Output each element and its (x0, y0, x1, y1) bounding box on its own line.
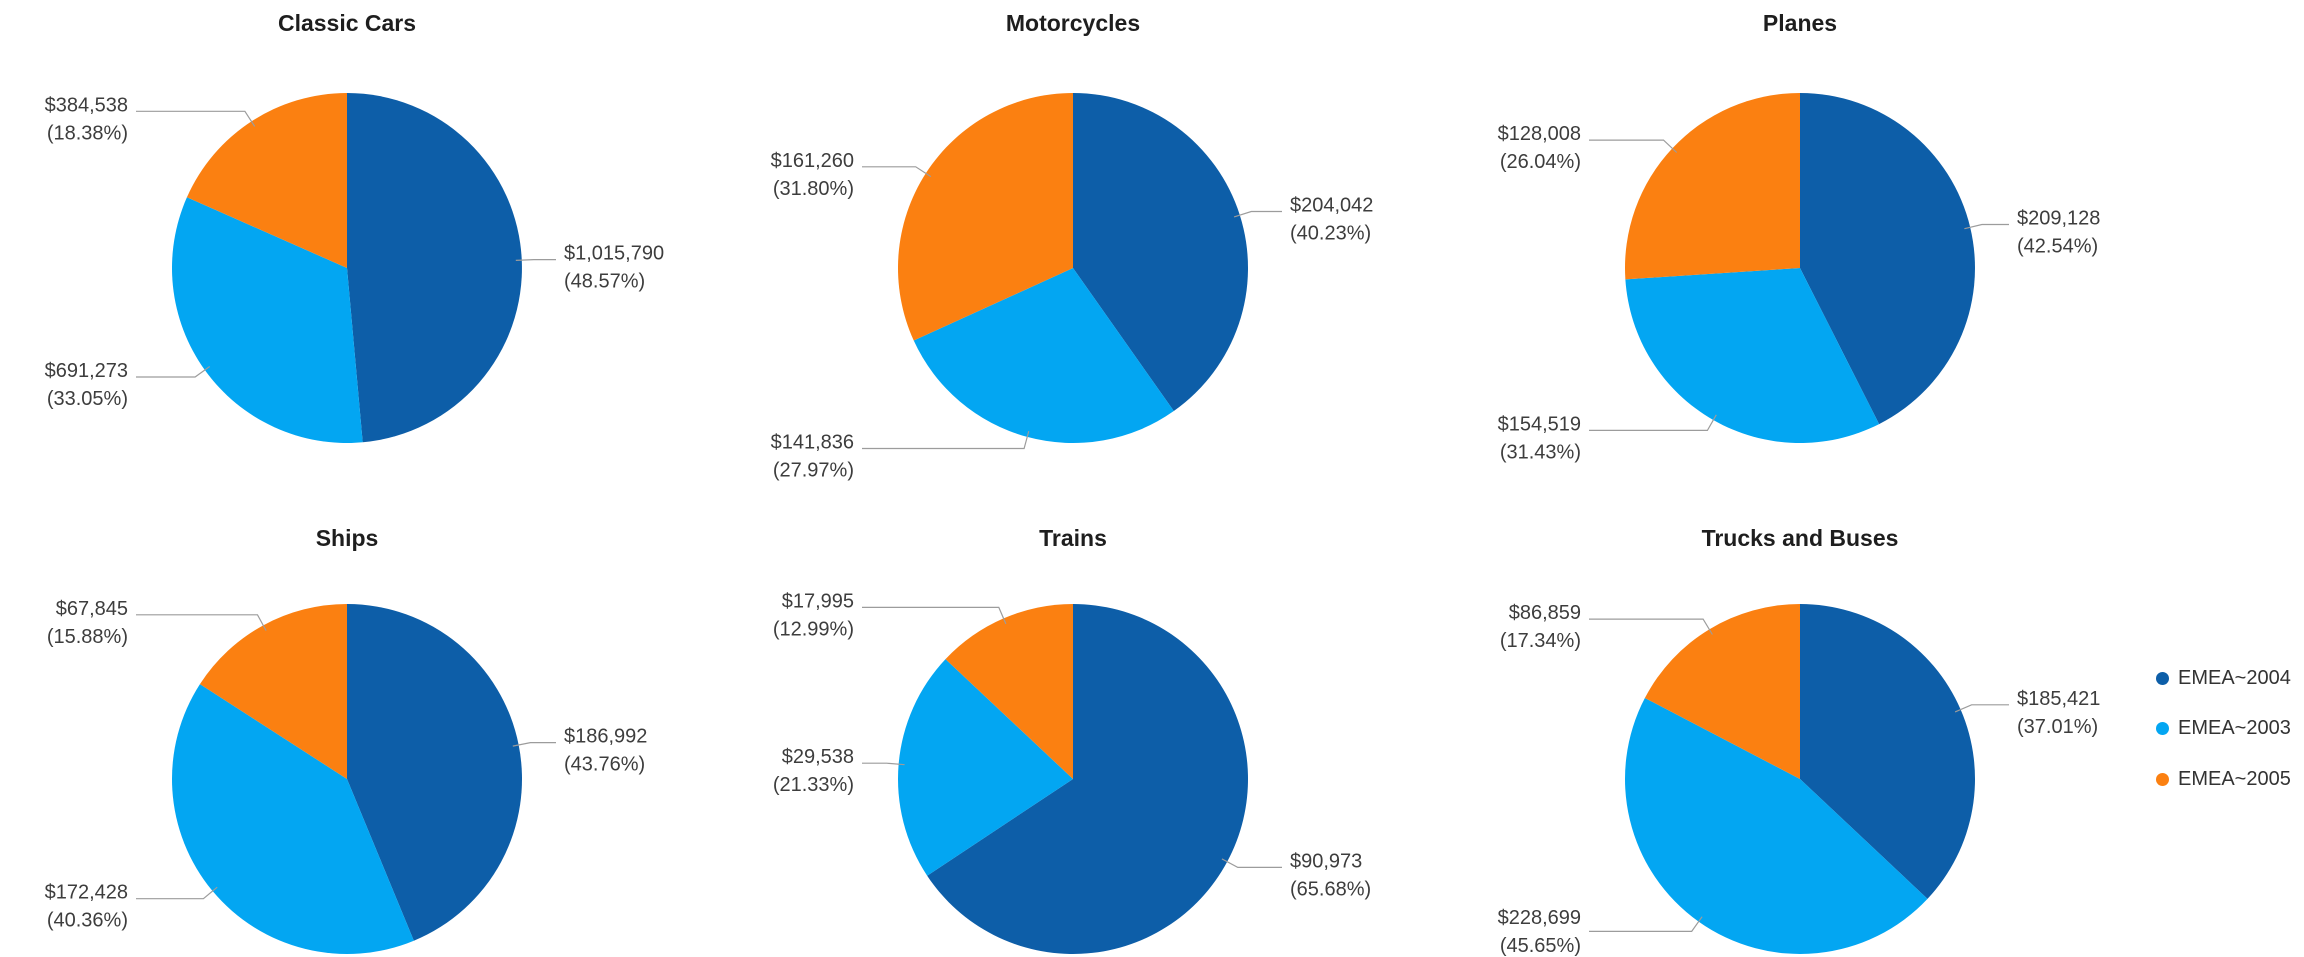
pie-slice-emea-2004[interactable] (1073, 93, 1249, 412)
slice-leader-line (515, 259, 556, 261)
slice-value-label: $141,836 (771, 432, 854, 454)
pie-slice-emea-2004[interactable] (1800, 93, 1975, 425)
slice-value-label: $228,699 (1498, 907, 1581, 929)
slice-leader-line (1964, 223, 2009, 230)
pie-slice-emea-2005[interactable] (199, 604, 347, 779)
slice-value-label: $161,260 (771, 150, 854, 172)
pie-slice-emea-2004[interactable] (347, 93, 522, 443)
pie-slice-emea-2003[interactable] (1625, 697, 1928, 954)
slice-pct-label: (27.97%) (773, 460, 854, 482)
slice-pct-label: (26.04%) (1500, 151, 1581, 173)
slice-leader-line (136, 614, 267, 631)
slice-value-label: $172,428 (45, 882, 128, 904)
pie-slice-emea-2005[interactable] (897, 93, 1073, 341)
slice-leader-line (1589, 916, 1703, 933)
slice-value-label: $90,973 (1290, 850, 1362, 872)
slice-leader-line (862, 166, 932, 178)
chart-title: Trucks and Buses (1702, 525, 1899, 551)
pie-slice-emea-2003[interactable] (1625, 268, 1880, 443)
slice-leader-line (862, 430, 1030, 450)
slice-pct-label: (15.88%) (47, 626, 128, 648)
slice-pct-label: (40.36%) (47, 910, 128, 932)
pie-slice-emea-2004[interactable] (347, 604, 522, 941)
slice-leader-line (1589, 414, 1717, 431)
legend-swatch-icon (2156, 721, 2169, 735)
slice-leader-line (1589, 139, 1678, 153)
slice-leader-line (136, 366, 211, 378)
pie-chart-trains: Trains $90,973 (65.68%) $29,538 (21.33%) $17,… (773, 525, 1371, 954)
slice-value-label: $29,538 (782, 746, 854, 768)
slice-value-label: $204,042 (1290, 195, 1373, 217)
chart-title: Motorcycles (1006, 10, 1140, 36)
chart-title: Classic Cars (278, 10, 416, 36)
chart-title: Trains (1039, 525, 1107, 551)
slice-pct-label: (40.23%) (1290, 223, 1371, 245)
slice-leader-line (1589, 618, 1713, 635)
slice-leader-line (862, 762, 905, 766)
slice-leader-line (1221, 858, 1282, 869)
slice-value-label: $128,008 (1498, 123, 1581, 145)
slice-leader-line (862, 606, 1007, 625)
slice-value-label: $67,845 (56, 598, 128, 620)
chart-title: Planes (1763, 10, 1837, 36)
slice-value-label: $154,519 (1498, 413, 1581, 435)
slice-leader-line (136, 886, 218, 900)
slice-leader-line (1954, 704, 2009, 713)
pie-chart-ships: Ships $186,992 (43.76%) $172,428 (40.36%) $67… (45, 525, 647, 955)
slice-pct-label: (31.80%) (773, 178, 854, 200)
slice-pct-label: (17.34%) (1500, 630, 1581, 652)
pie-slice-emea-2005[interactable] (945, 604, 1073, 779)
pie-slice-emea-2005[interactable] (1644, 604, 1800, 779)
slice-value-label: $185,421 (2017, 688, 2100, 710)
slice-value-label: $384,538 (45, 94, 128, 116)
slice-value-label: $1,015,790 (564, 243, 664, 265)
slice-value-label: $186,992 (564, 726, 647, 748)
slice-pct-label: (33.05%) (47, 388, 128, 410)
slice-pct-label: (21.33%) (773, 774, 854, 796)
slice-pct-label: (43.76%) (564, 754, 645, 776)
slice-leader-line (1233, 210, 1282, 218)
slice-value-label: $86,859 (1509, 602, 1581, 624)
legend-swatch-icon (2156, 671, 2169, 685)
pie-slice-emea-2003[interactable] (898, 659, 1073, 876)
slice-pct-label: (65.68%) (1290, 878, 1371, 900)
slice-pct-label: (45.65%) (1500, 935, 1581, 957)
slice-pct-label: (18.38%) (47, 122, 128, 144)
slice-value-label: $209,128 (2017, 208, 2100, 230)
slice-leader-line (512, 741, 556, 747)
pie-chart-motorcycles: Motorcycles $204,042 (40.23%) $141,836 (27.9… (771, 10, 1374, 482)
legend-swatch-icon (2156, 772, 2169, 786)
pie-slice-emea-2005[interactable] (1624, 92, 1800, 280)
legend-label: EMEA~2004 (2178, 667, 2291, 689)
pie-slice-emea-2004[interactable] (927, 604, 1249, 954)
slice-pct-label: (42.54%) (2017, 236, 2098, 258)
legend-item-emea-2004[interactable]: EMEA~2004 (2156, 667, 2291, 689)
pie-chart-trucks-and-buses: Trucks and Buses $185,421 (37.01%) $228,699… (1498, 525, 2101, 957)
legend-label: EMEA~2003 (2178, 717, 2291, 739)
pie-chart-planes: Planes $209,128 (42.54%) $154,519 (31.43%) $1… (1498, 10, 2101, 463)
slice-pct-label: (48.57%) (564, 271, 645, 293)
slice-pct-label: (31.43%) (1500, 441, 1581, 463)
chart-title: Ships (316, 525, 379, 551)
pie-slice-emea-2003[interactable] (913, 268, 1174, 444)
legend-item-emea-2003[interactable]: EMEA~2003 (2156, 717, 2291, 739)
legend-label: EMEA~2005 (2178, 768, 2291, 790)
pie-slice-emea-2003[interactable] (171, 684, 414, 955)
pie-slice-emea-2003[interactable] (172, 197, 363, 443)
slice-value-label: $17,995 (782, 590, 854, 612)
slice-value-label: $691,273 (45, 360, 128, 382)
legend-item-emea-2005[interactable]: EMEA~2005 (2156, 768, 2291, 790)
slice-leader-line (136, 110, 256, 127)
slice-pct-label: (12.99%) (773, 618, 854, 640)
pie-slice-emea-2004[interactable] (1800, 604, 1975, 899)
legend: EMEA~2004 EMEA~2003 EMEA~2005 (2156, 0, 2304, 957)
pie-slice-emea-2005[interactable] (186, 93, 347, 268)
slice-pct-label: (37.01%) (2017, 716, 2098, 738)
pie-chart-classic-cars: Classic Cars $1,015,790 (48.57%) $691,273 (3… (45, 10, 664, 443)
